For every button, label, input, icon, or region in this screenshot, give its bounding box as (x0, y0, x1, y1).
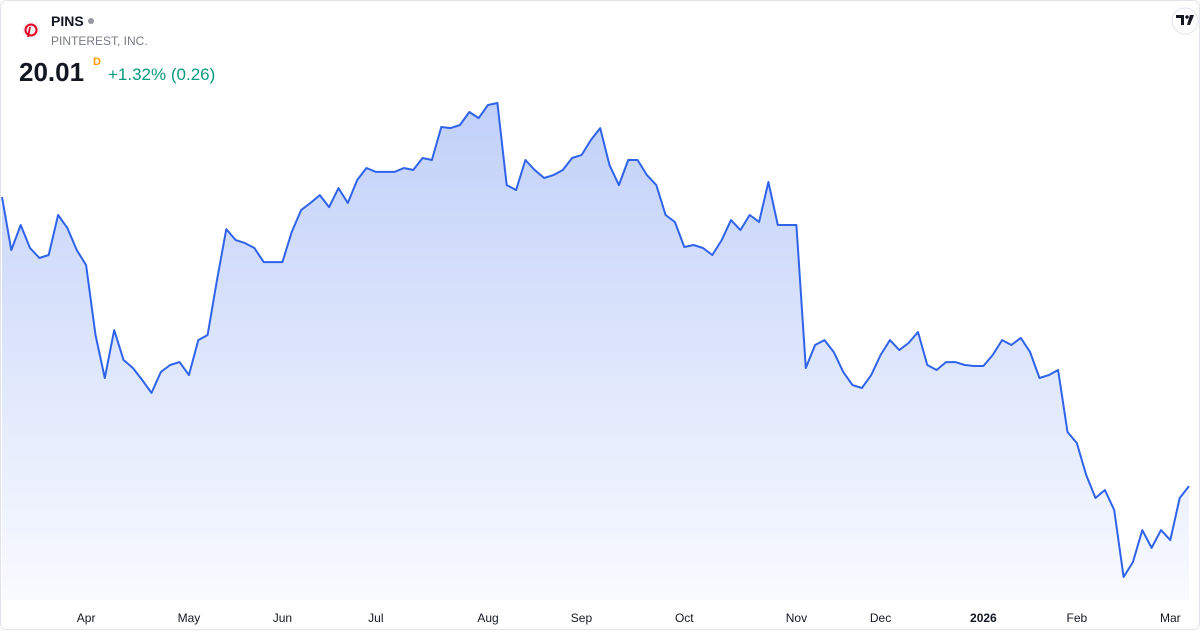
x-tick-label: Feb (1066, 611, 1087, 625)
plot-area (1, 102, 1190, 600)
x-tick-label: Aug (477, 611, 498, 625)
last-price: 20.01 (19, 57, 84, 87)
x-tick-label: Jul (368, 611, 383, 625)
company-name: PINTEREST, INC. (51, 34, 148, 48)
x-tick-label: Sep (571, 611, 593, 625)
area-fill (2, 103, 1189, 600)
x-tick-label: Nov (786, 611, 807, 625)
x-tick-label: Oct (675, 611, 694, 625)
price-change: +1.32% (0.26) (108, 65, 215, 84)
interval: D (93, 56, 101, 68)
x-tick-label: Mar (1160, 611, 1181, 625)
tradingview-logo[interactable] (1171, 7, 1199, 35)
x-tick-label: Apr (77, 611, 96, 625)
x-tick-label: May (178, 611, 201, 625)
pinterest-logo (22, 21, 40, 39)
status-dot (88, 18, 94, 24)
x-tick-label: 2026 (970, 611, 997, 625)
symbol: PINS (51, 13, 84, 29)
x-tick-label: Dec (870, 611, 891, 625)
x-tick-label: Jun (273, 611, 292, 625)
price-line (1, 102, 1190, 578)
